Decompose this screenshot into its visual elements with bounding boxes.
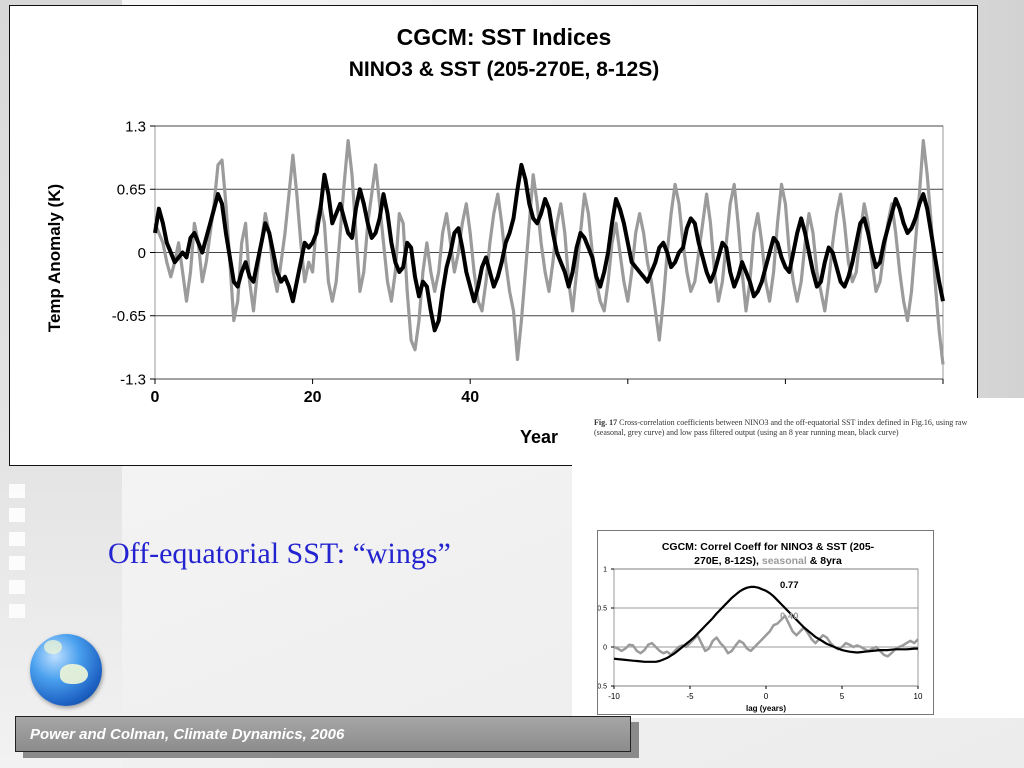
inset-peak-label-filtered: 0.77 [780,580,799,591]
slide-heading: Off-equatorial SST: “wings” [108,537,451,570]
filtered-series-line [153,162,945,333]
globe-icon [30,634,102,706]
x-tick-label: 5 [840,692,845,701]
y-tick-label: 1.3 [125,118,146,135]
main-chart-panel: CGCM: SST Indices NINO3 & SST (205-270E,… [9,5,978,466]
x-tick-label: -10 [608,692,620,701]
chart-title: CGCM: SST Indices [397,24,612,50]
figure-caption: Fig. 17 Cross-correlation coefficients b… [594,418,994,438]
x-tick-label: 20 [304,389,322,406]
globe-land-shape [60,664,88,684]
inset-title-seasonal: seasonal [762,555,807,567]
seasonal-series-line [153,139,945,365]
inset-title-line1: CGCM: Correl Coeff for NINO3 & SST (205- [662,541,875,553]
y-tick-label: 0.5 [598,605,607,612]
decor-square [9,556,25,570]
citation-text: Power and Colman, Climate Dynamics, 2006 [30,726,345,743]
citation-banner: Power and Colman, Climate Dynamics, 2006 [15,716,631,752]
y-tick-label: 0.65 [117,182,146,199]
y-tick-label: -0.5 [598,683,607,690]
inset-chart: CGCM: Correl Coeff for NINO3 & SST (205-… [598,541,923,713]
inset-title-part-a: 270E, 8-12S), [694,555,759,567]
globe-land-shape [44,640,62,654]
y-tick-label: 1 [603,566,607,573]
decor-square [9,604,25,618]
x-axis-label: Year [520,427,558,447]
decor-square [9,580,25,594]
y-tick-label: 0 [138,245,146,262]
figure-caption-box: Fig. 17 Cross-correlation coefficients b… [572,398,1024,478]
figure-caption-text: Cross-correlation coefficients between N… [594,418,968,437]
inset-filtered-series-line [613,585,918,663]
chart-subtitle: NINO3 & SST (205-270E, 8-12S) [349,58,659,81]
x-tick-label: 0 [151,389,160,406]
y-axis-label: Temp Anomaly (K) [45,184,64,332]
inset-chart-panel: CGCM: Correl Coeff for NINO3 & SST (205-… [597,530,934,715]
y-tick-label: -0.65 [112,308,146,325]
inset-x-axis-label: lag (years) [746,704,786,713]
x-tick-label: 10 [914,692,923,701]
inset-peak-label-seasonal: 0.40 [780,611,799,622]
y-tick-label: 0 [603,644,607,651]
main-chart: CGCM: SST Indices NINO3 & SST (205-270E,… [45,24,945,447]
figure-caption-label: Fig. 17 [594,418,618,427]
decor-square [9,484,25,498]
decor-square [9,532,25,546]
inset-title-part-b: & 8yra [810,555,842,567]
inset-title-line2: 270E, 8-12S), seasonal & 8yra [694,555,842,567]
x-tick-label: 0 [764,692,769,701]
decor-square [9,508,25,522]
x-tick-label: 40 [461,389,479,406]
x-tick-label: -5 [686,692,694,701]
plot-frame [613,568,919,687]
y-tick-label: -1.3 [120,371,146,388]
